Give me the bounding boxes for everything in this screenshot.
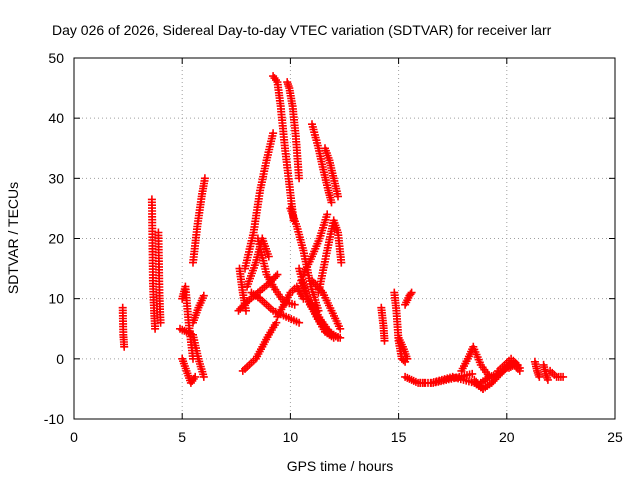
- series-arc06: [176, 324, 208, 381]
- series-arc22: [299, 210, 332, 279]
- data-point: [199, 291, 208, 300]
- x-tick-label: 10: [283, 429, 299, 445]
- y-tick-label: 0: [56, 351, 64, 367]
- series-arc28: [377, 303, 389, 345]
- data-point: [468, 369, 477, 378]
- series-arc24: [308, 300, 342, 342]
- data-point: [336, 324, 345, 333]
- data-point: [323, 210, 332, 219]
- data-point: [241, 299, 250, 308]
- series-arc16: [269, 72, 298, 225]
- series-arc38: [494, 354, 522, 375]
- y-tick-label: 40: [48, 110, 64, 126]
- x-tick-label: 15: [391, 429, 407, 445]
- axis-ticks: 0 5 10 15 20 25 -10 0 10 20 30 40 50: [44, 50, 623, 445]
- data-point: [334, 333, 342, 342]
- series-arc10: [238, 318, 281, 375]
- y-tick-label: 50: [48, 50, 64, 66]
- data-point: [156, 318, 165, 327]
- series-arc32: [401, 372, 429, 387]
- y-axis-label: SDTVAR / TECUs: [5, 182, 21, 294]
- series-arc15: [241, 129, 278, 273]
- series-arc13: [247, 288, 304, 327]
- series-arc27: [308, 276, 345, 333]
- data-point: [237, 303, 246, 312]
- series-arc17: [283, 78, 304, 183]
- data-point: [295, 174, 304, 183]
- series-arc42: [546, 366, 568, 381]
- series-arc05: [178, 354, 200, 387]
- data-point: [120, 342, 129, 351]
- y-tick-label: 30: [48, 170, 64, 186]
- data-points: [118, 72, 568, 393]
- series-arc03: [154, 228, 165, 327]
- x-axis-label: GPS time / hours: [287, 458, 394, 474]
- data-point: [264, 252, 273, 261]
- data-point: [515, 366, 524, 375]
- data-point: [334, 192, 342, 201]
- data-point: [242, 306, 250, 315]
- data-point: [236, 304, 245, 313]
- y-tick-label: 10: [48, 291, 64, 307]
- data-point: [271, 272, 280, 281]
- data-point: [535, 372, 544, 381]
- data-point: [508, 361, 517, 370]
- data-point: [273, 270, 282, 279]
- data-point: [295, 318, 304, 327]
- data-point: [470, 375, 479, 384]
- data-point: [406, 290, 415, 299]
- series-arc41: [539, 360, 552, 384]
- data-point: [269, 129, 278, 138]
- y-tick-label: -10: [44, 411, 64, 427]
- data-point: [407, 288, 416, 297]
- series-arc25: [321, 144, 342, 201]
- data-point: [200, 174, 209, 183]
- series-arc01: [118, 303, 129, 351]
- data-point: [272, 318, 281, 327]
- data-point: [559, 372, 568, 381]
- data-point: [403, 354, 412, 363]
- data-point: [327, 198, 336, 207]
- series-arc40: [530, 357, 544, 381]
- chart-title: Day 026 of 2026, Sidereal Day-to-day VTE…: [52, 22, 552, 38]
- data-point: [151, 324, 160, 333]
- data-point: [337, 258, 346, 267]
- series-arc23: [308, 120, 336, 207]
- series-arc30: [394, 333, 412, 363]
- data-point: [380, 336, 389, 345]
- x-tick-label: 5: [178, 429, 186, 445]
- series-arc07: [189, 174, 209, 267]
- x-tick-label: 20: [499, 429, 515, 445]
- data-point: [191, 372, 200, 381]
- x-tick-label: 25: [607, 429, 623, 445]
- data-point: [290, 300, 299, 309]
- data-point: [543, 375, 552, 384]
- series-arc39: [505, 360, 524, 375]
- y-tick-label: 20: [48, 231, 64, 247]
- series-arc08: [189, 291, 208, 327]
- series-arc02: [147, 195, 160, 333]
- data-point: [199, 372, 208, 381]
- series-arc31: [401, 288, 416, 309]
- x-tick-label: 0: [70, 429, 78, 445]
